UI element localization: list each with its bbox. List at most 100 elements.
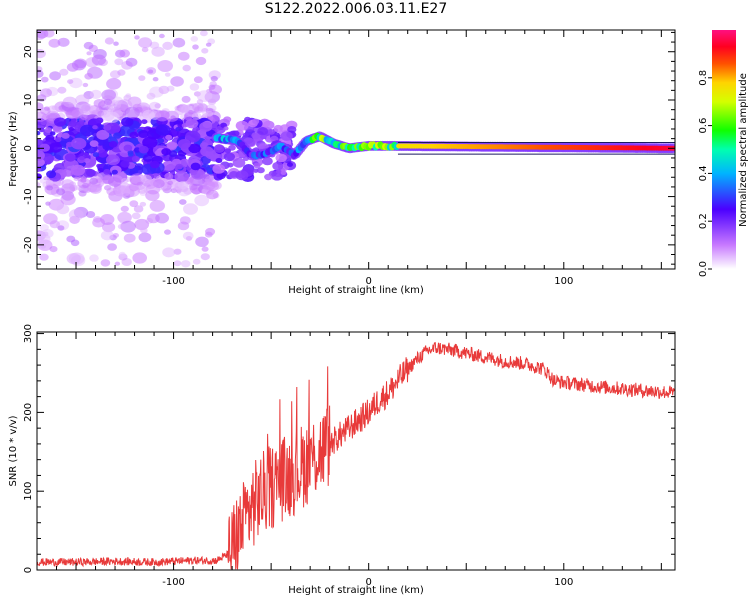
spectrogram-cell [89, 254, 99, 262]
spectrogram-cell [256, 167, 265, 174]
spectrogram-cell [49, 246, 58, 253]
spectrogram-cell [70, 239, 80, 247]
spectrogram-cell [224, 148, 232, 154]
spectrogram-cell [275, 153, 287, 163]
spectrogram-cell [235, 120, 249, 131]
spectrogram-cell [101, 89, 116, 101]
spectrogram-cell [195, 236, 209, 247]
spectrogram-cell [43, 213, 58, 225]
spectrogram-cell [117, 223, 125, 230]
spectrogram-cell [138, 37, 153, 49]
spectrogram-cell [71, 137, 87, 150]
spectrogram-cell [168, 150, 178, 157]
y-tick-label: 10 [23, 94, 34, 107]
spectrogram-cell [138, 145, 149, 154]
snr-frame [36, 331, 676, 571]
spectrogram-cell [223, 152, 235, 162]
spectrogram-cell [132, 252, 147, 264]
spectrogram-cell [67, 79, 74, 84]
spectrogram-cell [189, 83, 200, 91]
spectrogram-cell [159, 33, 165, 39]
spectrogram-cell [151, 46, 165, 57]
spectrogram-cell [48, 142, 63, 153]
spectrogram-cell [177, 123, 183, 128]
spectrogram-cell [188, 109, 194, 114]
spectrogram-cell [45, 179, 54, 186]
spectrogram-cell [189, 168, 198, 175]
spectrogram-cell [57, 225, 65, 231]
spectrogram-cell [120, 160, 130, 168]
y-tick-label: 0 [23, 567, 34, 573]
spectrogram-cell [192, 102, 204, 112]
spectrogram-cell [138, 232, 152, 243]
spectrogram-cell [131, 212, 141, 220]
spectrogram-cell [119, 49, 130, 58]
spectrogram-cell [86, 211, 96, 218]
spectrogram-cell [37, 130, 41, 136]
spectrogram-cell [56, 188, 66, 196]
spectrogram-cell [68, 127, 75, 132]
spectrogram-cell [120, 220, 136, 233]
spectrogram-cell [46, 170, 57, 179]
spectrogram-cell [55, 137, 62, 143]
spectrogram-cell [142, 154, 153, 162]
spectrogram-cell [123, 233, 136, 243]
spectrogram-cell [91, 54, 106, 66]
spectrogram-cell [92, 152, 100, 158]
spectrogram-cell [100, 230, 114, 241]
spectrogram-image [37, 30, 675, 268]
spectrogram-cell [170, 115, 176, 120]
spectrogram-cell [60, 193, 76, 206]
colorbar-tick-label: 0.0 [698, 261, 709, 277]
spectrogram-cell [242, 132, 249, 138]
spectrogram-cell [161, 148, 171, 156]
spectrogram-cell [164, 172, 174, 180]
spectrogram-cell [123, 144, 133, 152]
spectrogram-cell [227, 162, 234, 168]
x-tick-label: 100 [554, 276, 573, 287]
spectrogram-cell [210, 75, 218, 82]
snr-x-label: Height of straight line (km) [288, 585, 424, 596]
spectrogram-cell [150, 160, 160, 169]
spectrogram-cell [105, 111, 120, 123]
spectrogram-cell [212, 164, 226, 174]
spectrogram-cell [162, 41, 173, 51]
spectrogram-cell [107, 243, 117, 251]
spectrogram-cell [83, 158, 91, 164]
spectrogram-cell [113, 132, 122, 139]
snr-panel: -100 0 100 0 100 200 300 Height of straight l… [8, 324, 676, 596]
snr-y-label: SNR (10 * v/v) [8, 415, 19, 486]
spectrogram-cell [96, 163, 102, 168]
y-tick-label: 20 [23, 45, 34, 58]
spectrogram-cell [103, 169, 111, 175]
spectrogram-cell [69, 252, 85, 265]
spectrogram-cell [52, 125, 63, 133]
spectrogram-cell [154, 103, 161, 109]
spectrogram-cell [41, 76, 49, 83]
spectrogram-cell [85, 169, 96, 177]
spectrogram-cell [77, 178, 91, 189]
spectrogram-cell [41, 228, 54, 239]
spectrogram-cell [56, 204, 70, 215]
spectrogram-cell [62, 96, 77, 108]
snr-x-axis: -100 0 100 [36, 332, 662, 588]
spectrogram-cell [141, 119, 148, 125]
spectrogram-cell [193, 76, 203, 84]
spectrogram-cell [158, 85, 170, 95]
spectrogram-cell [180, 260, 191, 268]
spectrogram-cell [103, 98, 113, 106]
spectrogram-cell [125, 93, 132, 98]
spectrogram-cell [177, 181, 189, 190]
spectrogram-cell [129, 200, 139, 208]
spectrogram-cell [134, 218, 150, 231]
x-tick-label: 0 [365, 276, 371, 287]
spectrogram-cell [96, 129, 110, 140]
y-tick-label: 300 [23, 324, 34, 343]
spectrogram-cell [139, 201, 147, 207]
spectrogram-cell [129, 131, 139, 139]
spectrogram-cell [125, 57, 138, 67]
spectrogram-cell [100, 259, 111, 267]
x-tick-label: -100 [162, 276, 185, 287]
spectrogram-cell [49, 131, 56, 136]
